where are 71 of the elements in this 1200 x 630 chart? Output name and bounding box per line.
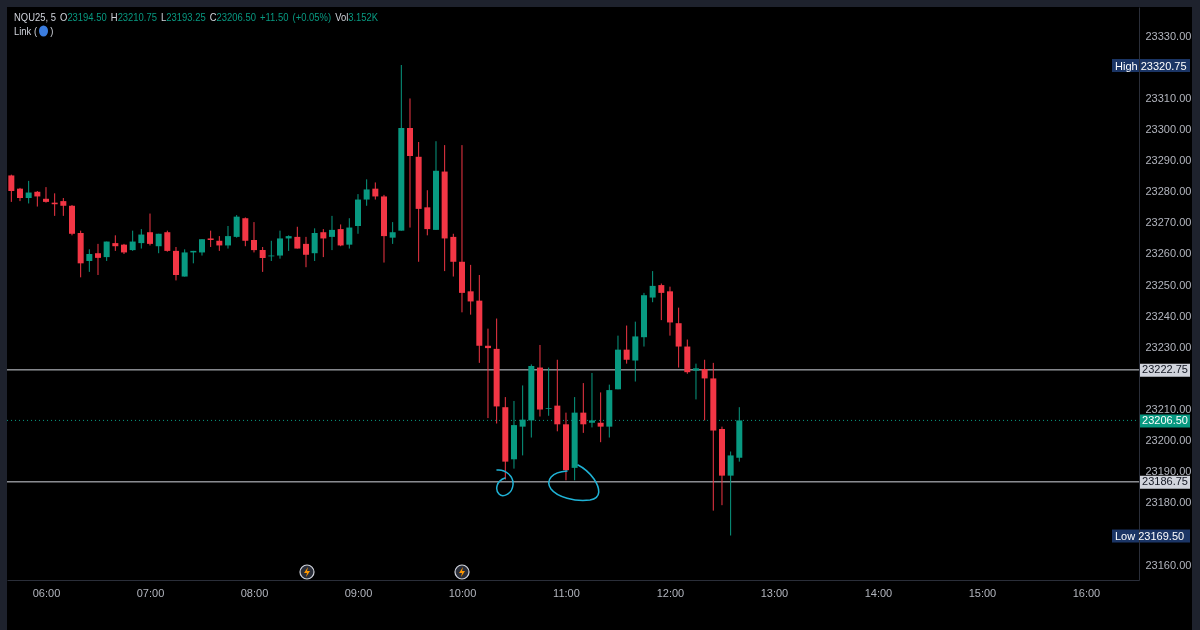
y-tick-label: 23270.00: [1145, 216, 1192, 229]
y-tick-label: 23200.00: [1145, 434, 1192, 447]
candlestick: [467, 264, 474, 316]
x-tick-label: 10:00: [448, 586, 477, 599]
candlestick: [259, 246, 266, 273]
candlestick: [242, 216, 249, 247]
text: O23194.50 H23210.75 L23193.25 C23206.50 +11.50 (+0.05%) Vol3.152K: [60, 11, 379, 23]
candlestick: [25, 180, 32, 204]
y-tick-label: 23180.00: [1145, 496, 1192, 509]
candlestick: [95, 243, 101, 276]
candlestick: [250, 221, 257, 253]
candlestick: [346, 217, 353, 250]
y-tick-label: 23240.00: [1145, 309, 1192, 322]
x-tick-label: 11:00: [553, 586, 580, 599]
candlestick: [43, 186, 49, 204]
y-tick-label: 23230.00: [1145, 340, 1192, 353]
candlestick: [597, 391, 604, 443]
candlestick: [554, 359, 561, 432]
x-tick-label: 12:00: [656, 586, 685, 599]
y-tick-label: 23330.00: [1145, 29, 1192, 42]
candlestick: [224, 225, 231, 250]
candlestick: [701, 359, 708, 421]
y-tick-label: 23290.00: [1145, 154, 1192, 167]
annotation: ): [50, 24, 54, 38]
y-tick-label: 23260.00: [1145, 247, 1192, 260]
candlestick: [276, 230, 283, 260]
candlestick: [302, 236, 309, 268]
x-tick-label: 14:00: [864, 586, 893, 599]
candlestick: [146, 213, 153, 246]
x-tick-label: 06:00: [32, 586, 61, 599]
y-tick-label: 23190.00: [1145, 465, 1192, 478]
x-tick-label: 09:00: [344, 586, 373, 599]
x-tick-label: 15:00: [968, 586, 997, 599]
candlestick: [623, 325, 630, 365]
ref-line-label: 23186.75: [1142, 475, 1188, 488]
candlestick: [337, 223, 344, 247]
annotation: Low 23169.50: [1115, 530, 1185, 543]
candlestick: [233, 214, 240, 239]
candlestick: [129, 230, 136, 252]
candlestick: [649, 270, 656, 303]
candlestick: [727, 451, 734, 537]
y-tick-label: 23300.00: [1145, 123, 1192, 136]
candlestick: [8, 174, 15, 203]
candlestick: [692, 363, 699, 400]
candlestick: [294, 226, 301, 250]
candlestick: [580, 382, 587, 434]
annotation: Link (: [14, 24, 38, 38]
candlestick: [424, 189, 431, 236]
x-tick-label: 16:00: [1072, 586, 1101, 599]
candlestick: [389, 221, 396, 245]
candlestick: [86, 248, 93, 273]
candlestick: [658, 283, 665, 321]
y-tick-label: 23280.00: [1145, 185, 1192, 198]
candlestick: [363, 178, 370, 207]
x-tick-label: 13:00: [760, 586, 789, 599]
y-tick-label: 23310.00: [1145, 91, 1192, 104]
ref-line-label: 23222.75: [1142, 363, 1188, 376]
candlestick: [328, 215, 335, 251]
x-tick-label: 07:00: [136, 586, 165, 599]
candlestick: [545, 367, 552, 417]
candlestick: [311, 227, 318, 262]
chart-title: NQU25, 5: [14, 10, 56, 24]
candlestick: [164, 230, 171, 253]
ref-line-label: 23206.50: [1142, 413, 1188, 426]
x-tick-label: 08:00: [240, 586, 269, 599]
y-tick-label: 23250.00: [1145, 278, 1192, 291]
candlestick: [320, 228, 327, 258]
y-tick-label: 23210.00: [1145, 403, 1192, 416]
y-tick-label: 23160.00: [1145, 558, 1192, 571]
candlestick: [675, 307, 682, 369]
candlestick: [138, 228, 145, 250]
